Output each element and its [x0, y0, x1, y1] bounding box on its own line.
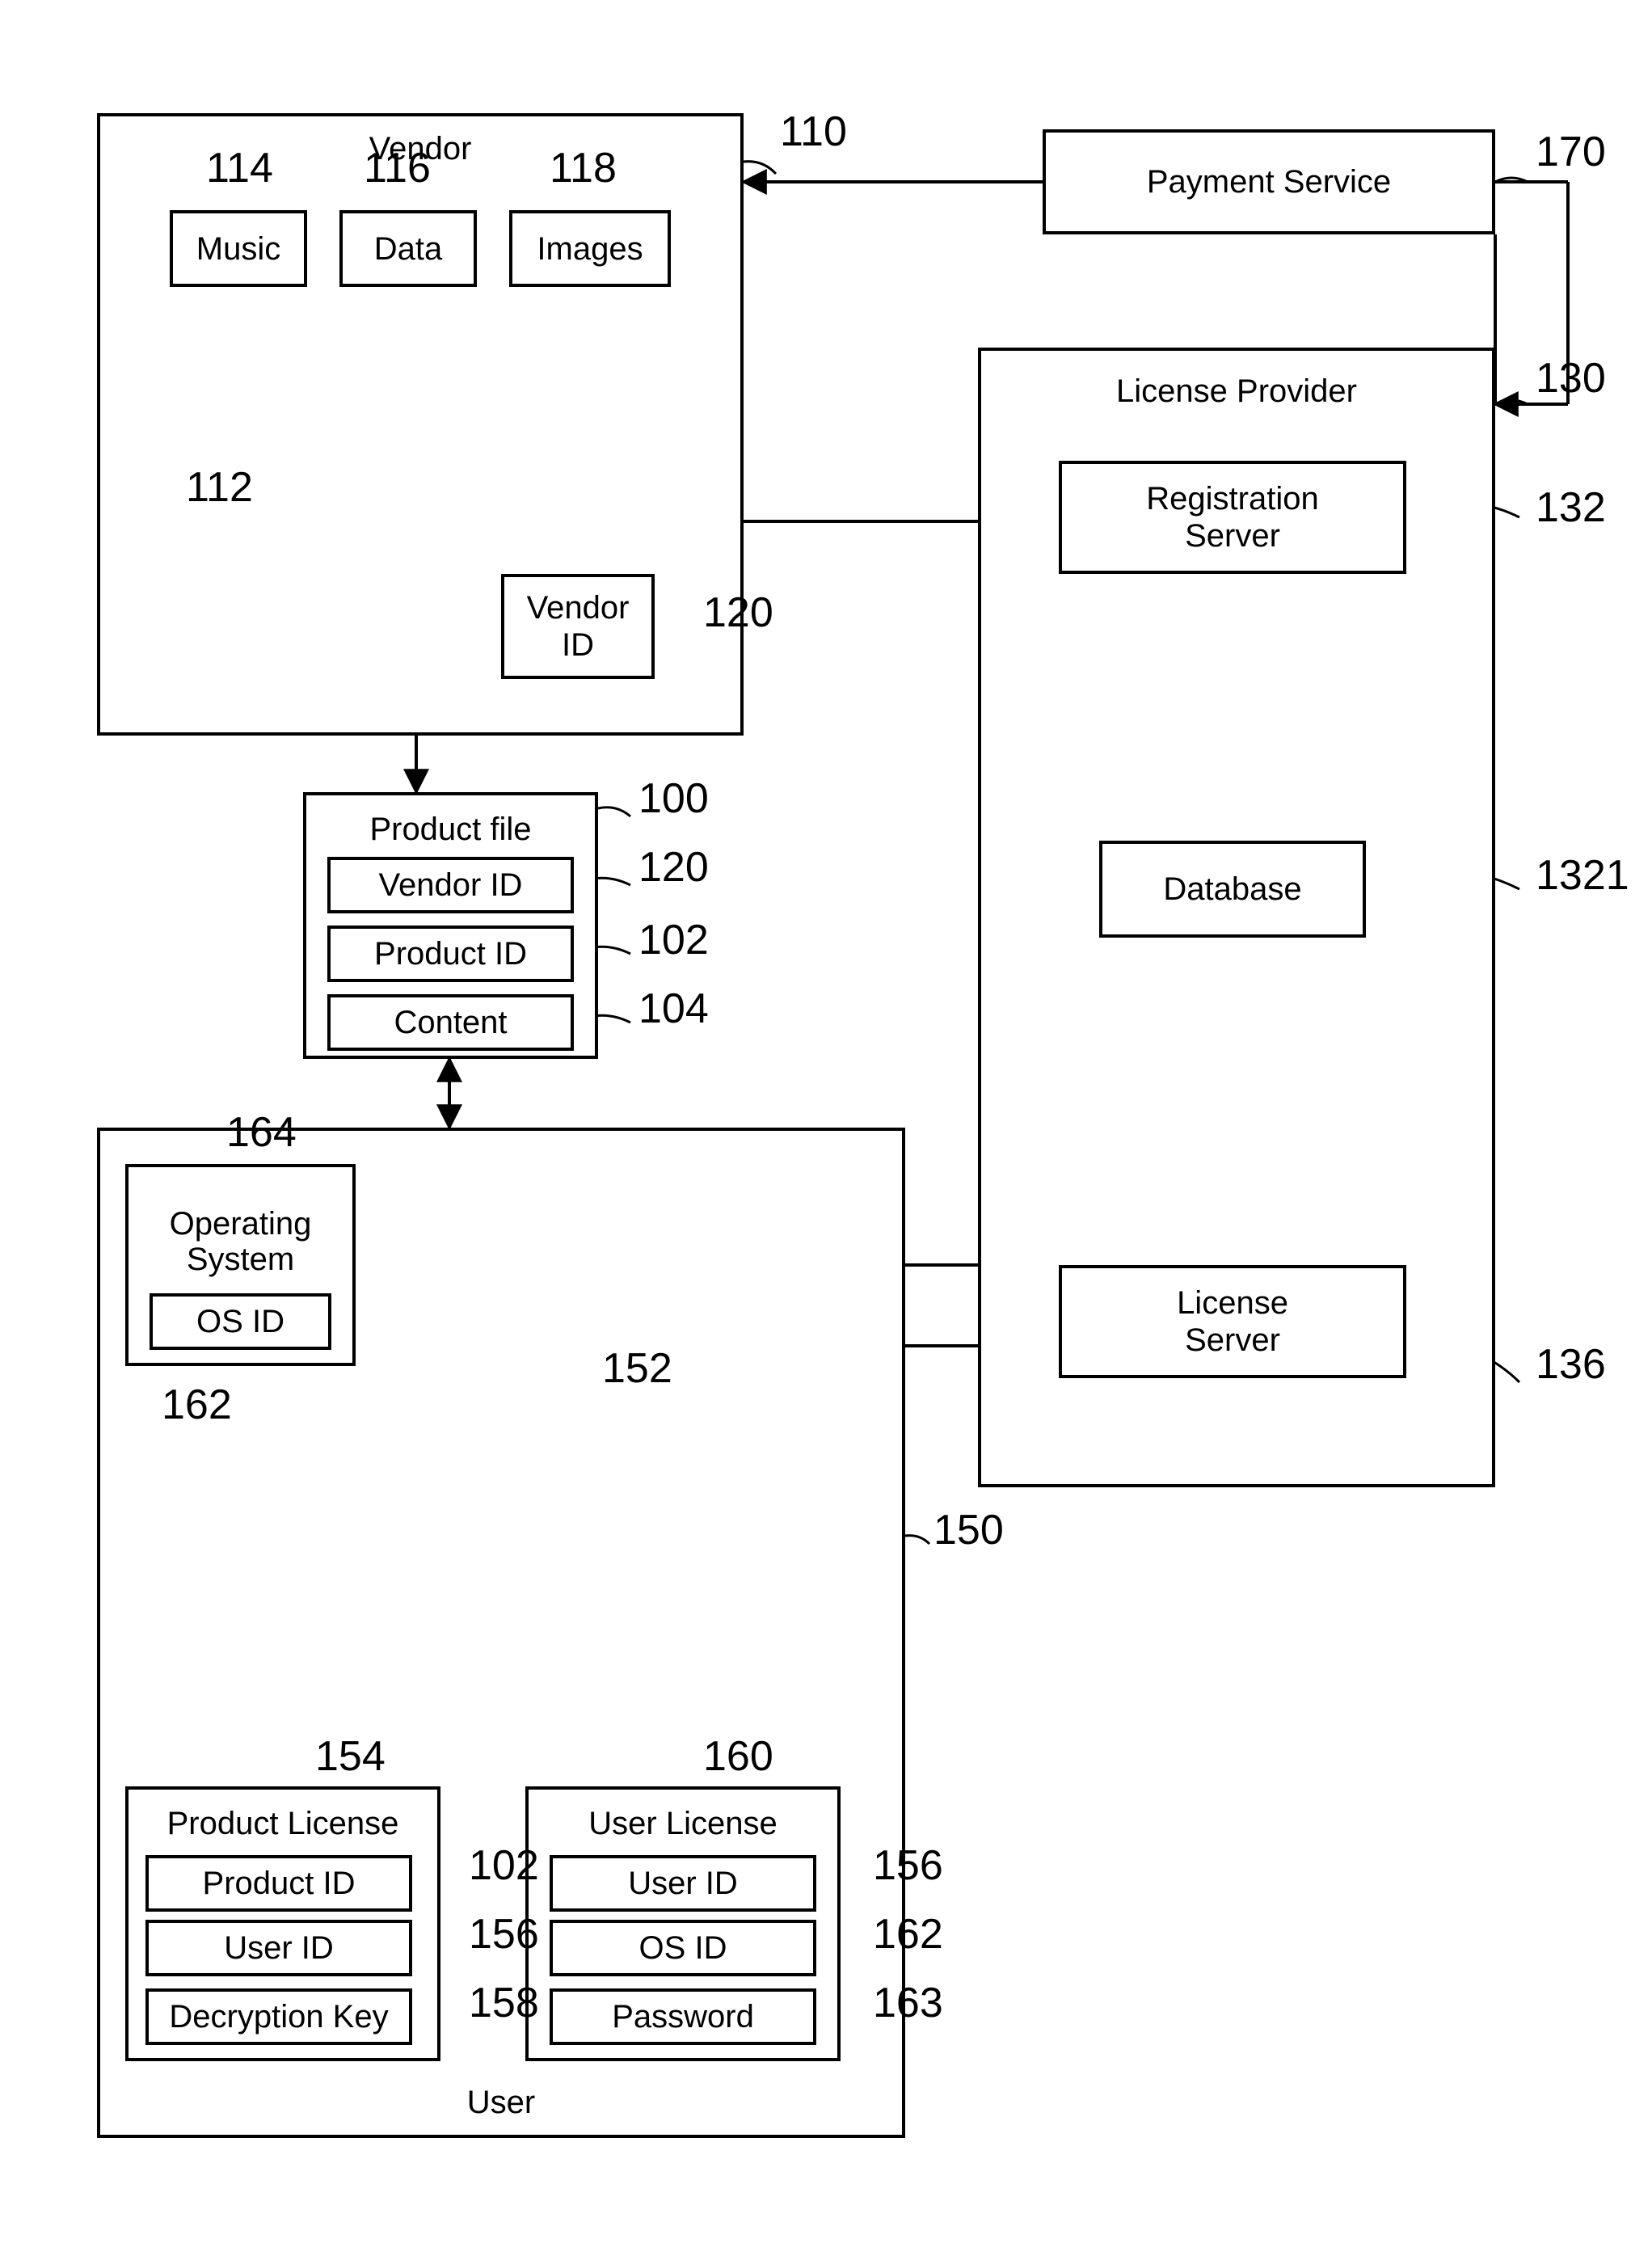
- ref-162: 162: [873, 1910, 943, 1959]
- node-ul_password: Password: [550, 1988, 816, 2045]
- ref-lead: [744, 162, 776, 174]
- node-label: Product file: [306, 812, 595, 847]
- ref-160: 160: [703, 1732, 773, 1781]
- node-reg_server: Registration Server: [1059, 461, 1406, 574]
- node-images: Images: [509, 210, 671, 287]
- node-label: OS ID: [639, 1929, 727, 1967]
- ref-102: 102: [638, 916, 709, 964]
- node-data: Data: [339, 210, 477, 287]
- ref-170: 170: [1536, 128, 1606, 176]
- node-label: Product ID: [374, 935, 527, 972]
- ref-164: 164: [226, 1108, 297, 1157]
- node-label: Content: [394, 1004, 507, 1041]
- node-label: User ID: [224, 1929, 334, 1967]
- ref-lead: [905, 1536, 929, 1544]
- ref-120: 120: [703, 588, 773, 637]
- node-label: Registration Server: [1146, 480, 1318, 555]
- ref-lead: [598, 808, 630, 816]
- ref-lead: [1495, 400, 1528, 404]
- node-pf_product_id: Product ID: [327, 926, 574, 982]
- node-label: User ID: [628, 1865, 738, 1902]
- ref-112: 112: [186, 463, 253, 512]
- node-label: OS ID: [196, 1303, 284, 1340]
- node-vendor_id: Vendor ID: [501, 574, 655, 679]
- diagram-canvas: ProducerSoftwarePlayerSoftware VendorMus…: [0, 0, 1652, 2256]
- node-label: Music: [196, 230, 280, 268]
- node-label: Payment Service: [1147, 163, 1391, 200]
- node-label: Password: [612, 1998, 754, 2035]
- ref-110: 110: [780, 108, 847, 156]
- node-lic_server: License Server: [1059, 1265, 1406, 1378]
- node-database: Database: [1099, 841, 1366, 938]
- ref-132: 132: [1536, 483, 1606, 532]
- node-label: Database: [1163, 871, 1301, 908]
- node-label: Decryption Key: [169, 1998, 388, 2035]
- ref-156: 156: [469, 1910, 539, 1959]
- ref-154: 154: [315, 1732, 386, 1781]
- ref-116: 116: [364, 144, 431, 192]
- node-label: Images: [537, 230, 643, 268]
- ref-104: 104: [638, 985, 709, 1033]
- node-label: User: [100, 2085, 902, 2120]
- ref-1321: 1321: [1536, 851, 1629, 900]
- node-payment: Payment Service: [1043, 129, 1495, 234]
- ref-156: 156: [873, 1841, 943, 1890]
- ref-130: 130: [1536, 354, 1606, 403]
- ref-102: 102: [469, 1841, 539, 1890]
- node-pl_product_id: Product ID: [145, 1855, 412, 1912]
- node-ul_os_id: OS ID: [550, 1920, 816, 1976]
- ref-162: 162: [162, 1381, 232, 1429]
- node-label: Product License: [129, 1806, 437, 1841]
- node-label: Operating System: [129, 1206, 352, 1277]
- ref-152: 152: [602, 1344, 672, 1393]
- node-label: User License: [529, 1806, 837, 1841]
- node-label: Vendor ID: [379, 867, 523, 904]
- node-os_id: OS ID: [150, 1293, 331, 1350]
- ref-163: 163: [873, 1979, 943, 2027]
- ref-118: 118: [550, 144, 617, 192]
- node-label: License Provider: [981, 373, 1492, 409]
- node-label: Vendor ID: [527, 589, 630, 664]
- ref-100: 100: [638, 774, 709, 823]
- ref-150: 150: [933, 1506, 1004, 1554]
- node-pl_user_id: User ID: [145, 1920, 412, 1976]
- ref-114: 114: [206, 144, 273, 192]
- node-pf_vendor_id: Vendor ID: [327, 857, 574, 913]
- node-label: License Server: [1177, 1284, 1288, 1359]
- node-music: Music: [170, 210, 307, 287]
- node-pf_content: Content: [327, 994, 574, 1051]
- node-ul_user_id: User ID: [550, 1855, 816, 1912]
- node-label: Product ID: [203, 1865, 356, 1902]
- ref-lead: [1495, 178, 1528, 182]
- ref-136: 136: [1536, 1340, 1606, 1389]
- ref-120: 120: [638, 843, 709, 892]
- node-pl_decrypt: Decryption Key: [145, 1988, 412, 2045]
- ref-158: 158: [469, 1979, 539, 2027]
- node-label: Data: [374, 230, 443, 268]
